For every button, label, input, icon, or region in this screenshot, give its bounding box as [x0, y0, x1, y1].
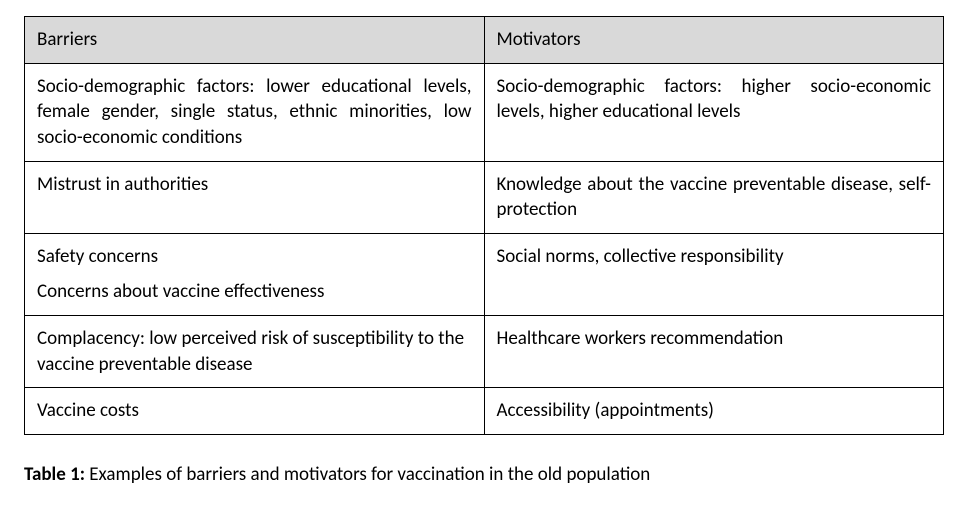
table-row: Mistrust in authorities Knowledge about t…	[25, 161, 944, 233]
cell-motivators: Social norms, collective responsibility	[484, 233, 944, 315]
cell-text: Healthcare workers recommendation	[497, 326, 932, 352]
table-header-row: Barriers Motivators	[25, 17, 944, 64]
caption-label: Table 1:	[24, 463, 85, 486]
table-row: Safety concerns Concerns about vaccine ef…	[25, 233, 944, 315]
caption-text: Examples of barriers and motivators for …	[85, 463, 650, 486]
table-body: Socio-demographic factors: lower educati…	[25, 63, 944, 434]
header-motivators: Motivators	[484, 17, 944, 64]
barriers-motivators-table: Barriers Motivators Socio-demographic fa…	[24, 16, 944, 435]
cell-barriers: Mistrust in authorities	[25, 161, 485, 233]
cell-barriers: Vaccine costs	[25, 388, 485, 435]
cell-text: Socio-demographic factors: lower educati…	[37, 74, 472, 151]
cell-text: Safety concerns	[37, 244, 472, 270]
cell-barriers: Safety concerns Concerns about vaccine ef…	[25, 233, 485, 315]
table-row: Complacency: low perceived risk of susce…	[25, 316, 944, 388]
cell-text: Vaccine costs	[37, 398, 472, 424]
cell-text: Accessibility (appointments)	[497, 398, 932, 424]
table-row: Socio-demographic factors: lower educati…	[25, 63, 944, 161]
cell-text: Mistrust in authorities	[37, 172, 472, 198]
cell-motivators: Knowledge about the vaccine preventable …	[484, 161, 944, 233]
cell-text: Concerns about vaccine effectiveness	[37, 279, 472, 305]
header-barriers: Barriers	[25, 17, 485, 64]
cell-text: Socio-demographic factors: higher socio-…	[497, 74, 932, 125]
cell-text: Social norms, collective responsibility	[497, 244, 932, 270]
cell-text: Complacency: low perceived risk of susce…	[37, 326, 472, 377]
cell-text: Knowledge about the vaccine preventable …	[497, 172, 932, 223]
cell-barriers: Socio-demographic factors: lower educati…	[25, 63, 485, 161]
table-row: Vaccine costs Accessibility (appointments…	[25, 388, 944, 435]
cell-motivators: Healthcare workers recommendation	[484, 316, 944, 388]
table-caption: Table 1: Examples of barriers and motiva…	[24, 463, 945, 486]
cell-motivators: Socio-demographic factors: higher socio-…	[484, 63, 944, 161]
cell-barriers: Complacency: low perceived risk of susce…	[25, 316, 485, 388]
cell-motivators: Accessibility (appointments)	[484, 388, 944, 435]
